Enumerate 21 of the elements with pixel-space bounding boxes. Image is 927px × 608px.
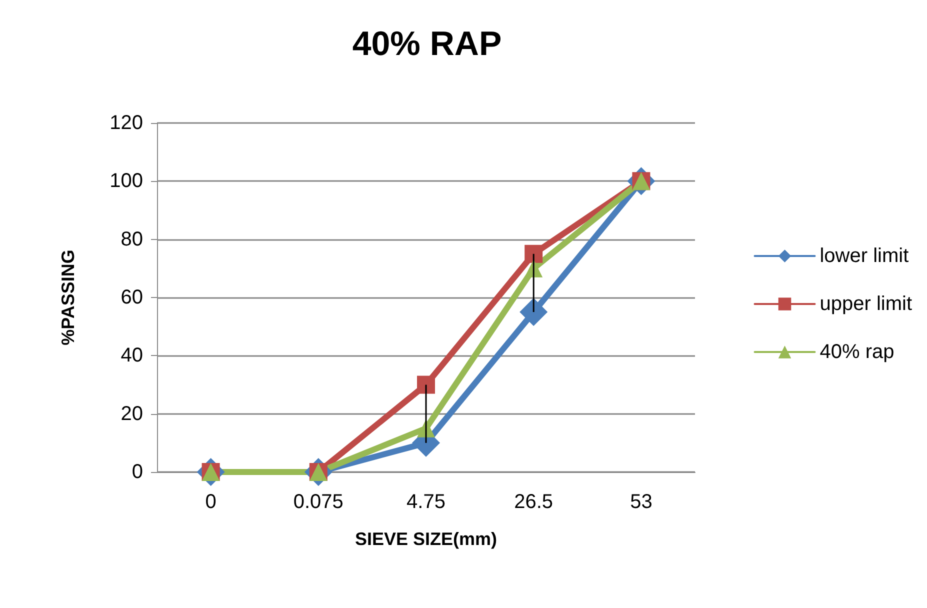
y-tick-label: 40 — [120, 344, 143, 367]
point — [524, 244, 543, 263]
x-tick-label: 0 — [205, 491, 216, 513]
chart-title: 40% RAP — [352, 25, 502, 63]
x-tick-label: 4.75 — [406, 491, 446, 513]
y-axis-title: %PASSING — [58, 250, 78, 346]
x-tick-label: 53 — [630, 491, 652, 513]
y-tick-label: 80 — [120, 228, 143, 250]
y-tick-label: 120 — [110, 112, 143, 134]
legend-label: 40% rap — [820, 341, 894, 363]
y-tick-label: 0 — [132, 461, 143, 483]
x-tick-label: 0.075 — [293, 491, 344, 513]
legend-label: lower limit — [820, 245, 910, 267]
y-tick-label: 100 — [110, 170, 143, 192]
legend-label: upper limit — [820, 293, 912, 315]
point — [520, 298, 548, 326]
y-tick-label: 20 — [120, 402, 143, 425]
x-axis-title: SIEVE SIZE(mm) — [354, 529, 498, 549]
y-tick-label: 60 — [120, 286, 143, 308]
point — [417, 376, 435, 394]
x-tick-label: 26.5 — [514, 491, 554, 513]
